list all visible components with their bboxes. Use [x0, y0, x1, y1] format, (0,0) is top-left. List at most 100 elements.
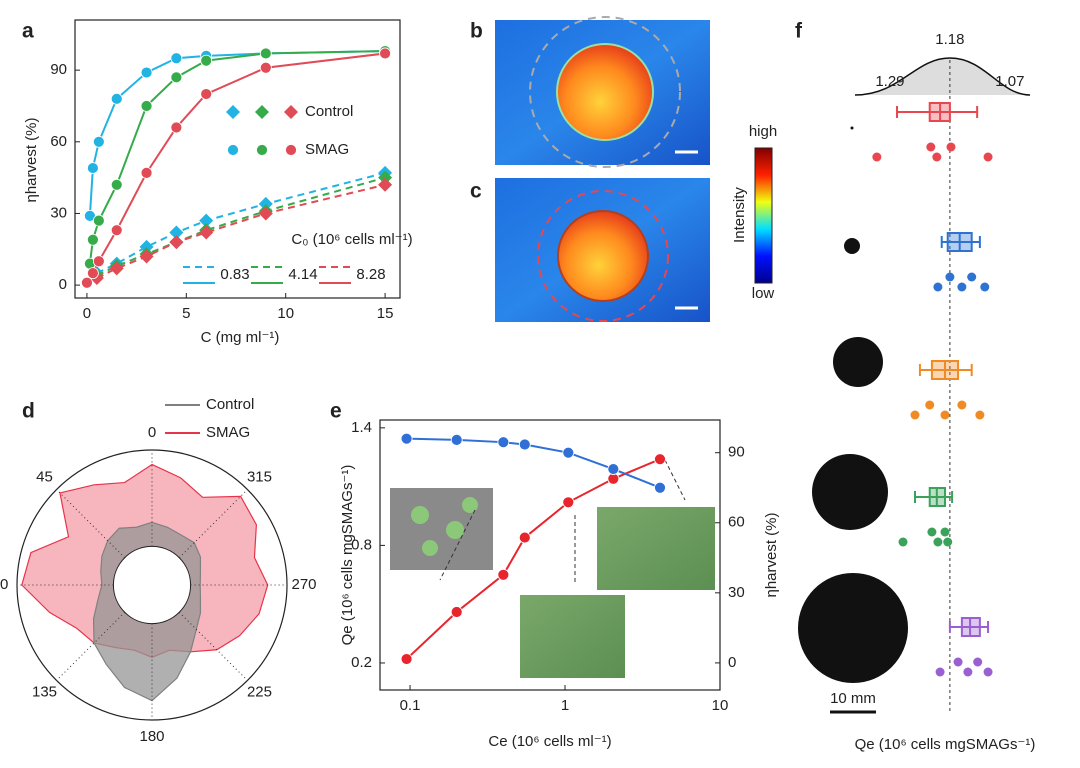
plot-frame: [379, 419, 721, 691]
marker: [258, 206, 273, 221]
x-tick-label: 10: [712, 697, 729, 714]
point: [910, 410, 920, 420]
y2-tick-label: 60: [728, 514, 745, 531]
marker: [200, 88, 213, 100]
marker: [170, 121, 183, 134]
x-axis-label: Ce (10⁶ cells ml⁻¹): [488, 733, 611, 750]
marker: [379, 47, 391, 60]
point: [933, 537, 943, 547]
grid-line: [178, 489, 248, 559]
image-b: [495, 16, 710, 168]
marker: [258, 196, 273, 211]
fit-line: [96, 171, 386, 275]
legend-label: SMAG: [206, 424, 250, 441]
image-c: [495, 178, 710, 322]
marker: [92, 214, 105, 227]
point: [932, 152, 942, 162]
spheres: [798, 126, 908, 683]
panel-label: b: [470, 20, 483, 43]
marker: [562, 496, 575, 509]
marker: [226, 105, 240, 119]
point: [957, 282, 967, 292]
marker: [255, 105, 269, 119]
panel-label: e: [330, 400, 342, 423]
y-tick-label: 90: [50, 61, 67, 78]
y2-tick-label: 30: [728, 584, 745, 601]
theta-tick-label: 315: [247, 468, 272, 485]
panel-label: f: [795, 20, 803, 43]
point: [945, 272, 955, 282]
x-tick-label: 0: [83, 305, 91, 322]
marker: [518, 438, 531, 451]
x-tick-label: 10: [277, 305, 294, 322]
point: [975, 410, 985, 420]
gaussian-fill: [855, 58, 1030, 95]
marker: [400, 432, 413, 445]
panel-label: a: [22, 20, 34, 43]
theta-tick-label: 180: [139, 728, 164, 745]
point: [973, 657, 983, 667]
marker: [170, 71, 183, 84]
x-tick-label: 1.18: [935, 31, 964, 48]
marker: [378, 170, 393, 185]
gaussian-curve: [854, 57, 1031, 96]
marker: [109, 261, 124, 276]
legend-label: Control: [305, 103, 353, 120]
point: [898, 537, 908, 547]
marker: [227, 144, 239, 156]
marker: [110, 224, 123, 237]
fit-line: [96, 176, 386, 277]
fit-line: [86, 52, 386, 284]
point: [926, 142, 936, 152]
y2-tick-label: 0: [728, 654, 736, 671]
marker: [140, 66, 153, 79]
marker: [139, 249, 154, 264]
panel-label: c: [470, 180, 482, 203]
marker: [259, 61, 272, 74]
marker: [497, 568, 510, 581]
point: [940, 527, 950, 537]
sem-insets: [390, 459, 715, 678]
point: [872, 152, 882, 162]
x-tick-label: 15: [377, 305, 394, 322]
theta-tick-label: 90: [0, 576, 8, 593]
marker: [450, 606, 463, 618]
theta-tick-label: 0: [148, 424, 156, 441]
marker: [199, 213, 214, 228]
y-axis-label: ηharvest (%): [23, 117, 40, 202]
x-tick-label: 1: [561, 697, 569, 714]
legend-label: Control: [206, 396, 254, 413]
marker: [284, 105, 298, 119]
point: [953, 657, 963, 667]
y-tick-label: 60: [50, 133, 67, 150]
colorbar-high: high: [749, 123, 777, 140]
grid-line: [178, 611, 248, 681]
y2-axis-label: ηharvest (%): [763, 512, 780, 597]
x-axis-label: C (mg ml⁻¹): [201, 329, 280, 346]
theta-tick-label: 135: [32, 683, 57, 700]
marker: [110, 92, 123, 105]
marker: [199, 225, 214, 240]
x-tick-label: 5: [182, 305, 190, 322]
y-axis-label: Qe (10⁶ cells mgSMAGs⁻¹): [339, 465, 356, 646]
y2-tick-label: 90: [728, 444, 745, 461]
theta-tick-label: 270: [291, 576, 316, 593]
marker: [139, 239, 154, 254]
point: [927, 527, 937, 537]
marker: [110, 178, 123, 191]
grid-line: [56, 489, 126, 559]
marker: [259, 47, 272, 60]
marker: [86, 162, 99, 174]
legend-label: SMAG: [305, 141, 349, 158]
marker: [92, 135, 105, 148]
point: [943, 537, 953, 547]
legend-title: C₀ (10⁶ cells ml⁻¹): [291, 231, 412, 248]
marker: [92, 255, 105, 268]
point: [983, 667, 993, 677]
marker: [86, 233, 99, 246]
marker: [200, 54, 213, 67]
marker: [169, 225, 184, 240]
point: [933, 282, 943, 292]
y-tick-label: 1.4: [351, 419, 372, 436]
